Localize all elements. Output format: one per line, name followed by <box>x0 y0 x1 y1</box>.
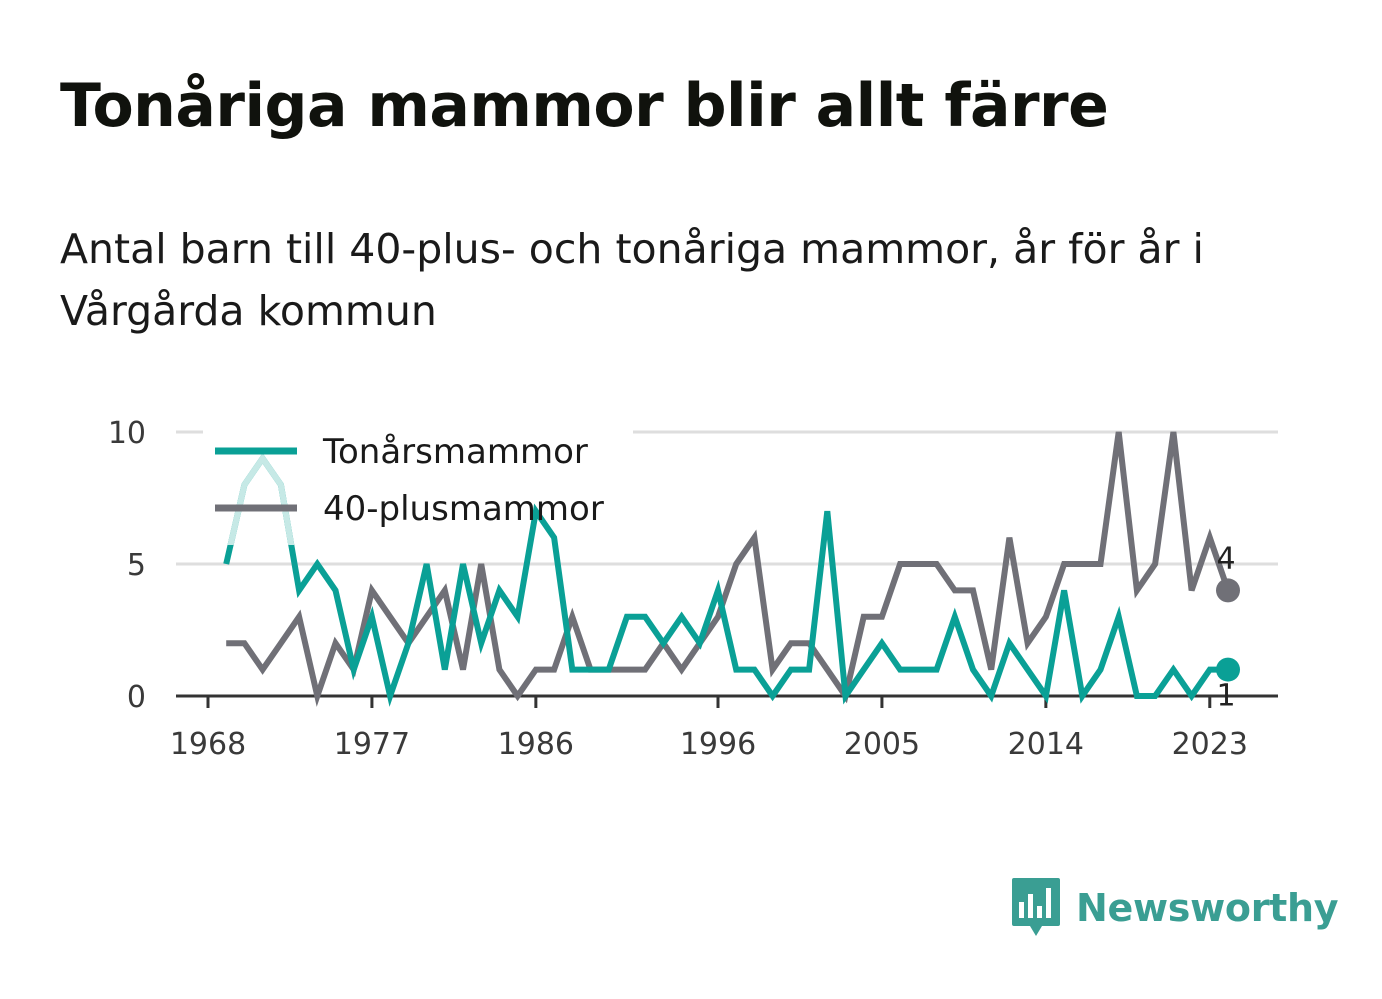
endpoint-tonarsmammor <box>1216 657 1240 682</box>
x-tick-label: 1986 <box>498 727 574 762</box>
x-tick-label: 1977 <box>334 727 410 762</box>
legend-label-tonarsmammor: Tonårsmammor <box>322 432 588 472</box>
brand-logo: Newsworthy <box>1010 876 1339 940</box>
x-axis: 1968 1977 1986 1996 2005 2014 2023 <box>170 694 1278 762</box>
series-line-tonarsmammor <box>223 453 1228 707</box>
chart-subtitle: Antal barn till 40-plus- och tonåriga ma… <box>60 225 1204 335</box>
x-tick-label: 1968 <box>170 727 246 762</box>
y-tick-label: 10 <box>108 416 146 451</box>
endpoint-label: 1 <box>1216 679 1235 714</box>
endpoint-40-plusmammor <box>1216 578 1240 603</box>
x-tick-label: 1996 <box>680 727 756 762</box>
x-tick-label: 2014 <box>1008 727 1084 762</box>
endpoint-label: 4 <box>1216 541 1235 576</box>
y-tick-label: 0 <box>127 680 146 715</box>
x-tick-label: 2005 <box>844 727 920 762</box>
series-line-40-plusmammor <box>226 431 1231 707</box>
chart-title: Tonåriga mammor blir allt färre <box>60 71 1109 141</box>
series-endpoints: 14 <box>1216 541 1240 714</box>
legend <box>203 425 633 545</box>
brand-name: Newsworthy <box>1076 886 1339 930</box>
legend-items: Tonårsmammor 40-plusmammor <box>215 432 604 529</box>
legend-background <box>203 425 633 545</box>
y-axis: 0 5 10 <box>108 416 146 715</box>
legend-label-40-plusmammor: 40-plusmammor <box>323 489 604 529</box>
y-tick-label: 5 <box>127 548 146 583</box>
x-tick-label: 2023 <box>1172 727 1248 762</box>
bar-chart-speech-bubble-icon <box>1012 878 1060 936</box>
